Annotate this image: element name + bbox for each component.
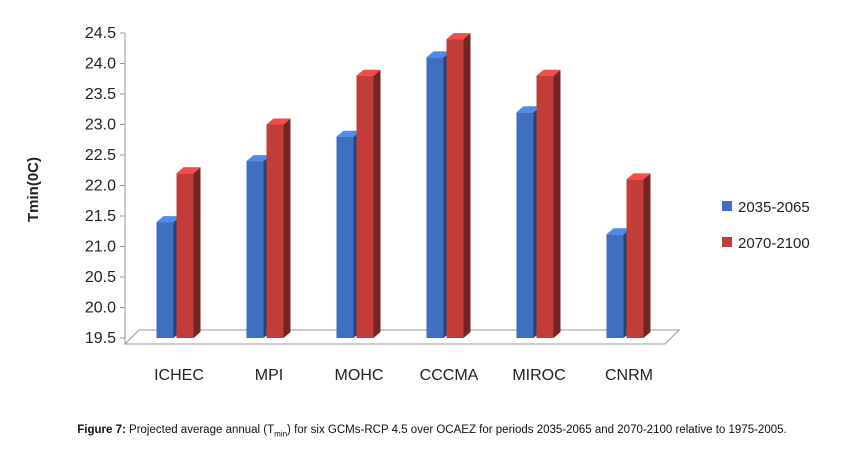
bar-side-mohc-2070-2100 — [373, 69, 381, 338]
x-tick-label: MIROC — [512, 367, 565, 384]
bar-side-mpi-2070-2100 — [283, 118, 291, 338]
bar-top-cccma-2070-2100 — [446, 33, 471, 40]
legend-label: 2070-2100 — [738, 235, 810, 252]
bar-top-miroc-2070-2100 — [536, 69, 561, 76]
bar-chart: 19.5 20.0 20.5 21.0 21.5 22.0 22.5 23.0 23.5 24.0… — [25, 25, 810, 384]
y-tick-label: 21.5 — [85, 208, 116, 225]
y-tick-label: 24.0 — [85, 56, 116, 73]
bar-cccma-2070-2100 — [446, 39, 464, 338]
bar-top-ichec-2070-2100 — [176, 167, 201, 174]
bar-mohc-2035-2065 — [336, 136, 354, 338]
bar-ichec-2035-2065 — [156, 222, 174, 338]
bar-top-cnrm-2070-2100 — [626, 173, 651, 180]
figure-caption: Figure 7: Projected average annual (Tmin… — [0, 424, 864, 438]
y-tick-label: 21.0 — [85, 239, 116, 256]
caption-subscript: min — [274, 429, 288, 439]
bar-top-cccma-2035-2065 — [426, 51, 451, 58]
bar-top-mohc-2035-2065 — [336, 130, 361, 137]
bar-side-cccma-2070-2100 — [463, 33, 471, 338]
bar-cccma-2035-2065 — [426, 57, 444, 339]
x-tick-label: CCCMA — [420, 367, 479, 384]
y-tick-label: 22.0 — [85, 178, 116, 195]
bar-mohc-2070-2100 — [356, 75, 374, 338]
bar-top-mohc-2070-2100 — [356, 69, 381, 76]
bar-side-ichec-2070-2100 — [193, 167, 201, 338]
bar-miroc-2035-2065 — [516, 112, 534, 338]
bar-miroc-2070-2100 — [536, 75, 554, 338]
caption-text-after: ) for six GCMs-RCP 4.5 over OCAEZ for pe… — [287, 424, 787, 436]
bar-top-mpi-2070-2100 — [266, 118, 291, 125]
bar-top-miroc-2035-2065 — [516, 106, 541, 113]
bar-top-cnrm-2035-2065 — [606, 228, 631, 235]
bar-side-cnrm-2070-2100 — [643, 173, 651, 338]
bar-ichec-2070-2100 — [176, 173, 194, 338]
x-tick-label: MOHC — [335, 367, 384, 384]
y-axis-label: Tmin(0C) — [25, 157, 42, 222]
legend-swatch — [722, 237, 732, 247]
bar-mpi-2070-2100 — [266, 124, 284, 338]
y-tick-label: 20.0 — [85, 300, 116, 317]
y-tick-label: 23.0 — [85, 117, 116, 134]
y-tick-label: 20.5 — [85, 269, 116, 286]
legend-swatch — [722, 201, 732, 211]
bar-mpi-2035-2065 — [246, 161, 264, 338]
bar-side-miroc-2070-2100 — [553, 69, 561, 338]
x-tick-label: CNRM — [605, 367, 653, 384]
legend-label: 2035-2065 — [738, 199, 810, 216]
x-tick-label: ICHEC — [154, 367, 204, 384]
bar-top-ichec-2035-2065 — [156, 216, 181, 223]
x-tick-label: MPI — [255, 367, 283, 384]
y-tick-label: 24.5 — [85, 25, 116, 42]
bar-cnrm-2035-2065 — [606, 234, 624, 338]
y-tick-label: 22.5 — [85, 147, 116, 164]
chart-area: 19.5 20.0 20.5 21.0 21.5 22.0 22.5 23.0 23.5 24.0… — [25, 25, 810, 384]
y-tick-label: 19.5 — [85, 330, 116, 347]
chart-floor — [123, 329, 681, 345]
y-tick-label: 23.5 — [85, 86, 116, 103]
caption-text-before: Projected average annual (T — [129, 424, 275, 436]
bar-top-mpi-2035-2065 — [246, 155, 271, 162]
bar-cnrm-2070-2100 — [626, 179, 644, 338]
caption-label: Figure 7: — [77, 424, 126, 436]
